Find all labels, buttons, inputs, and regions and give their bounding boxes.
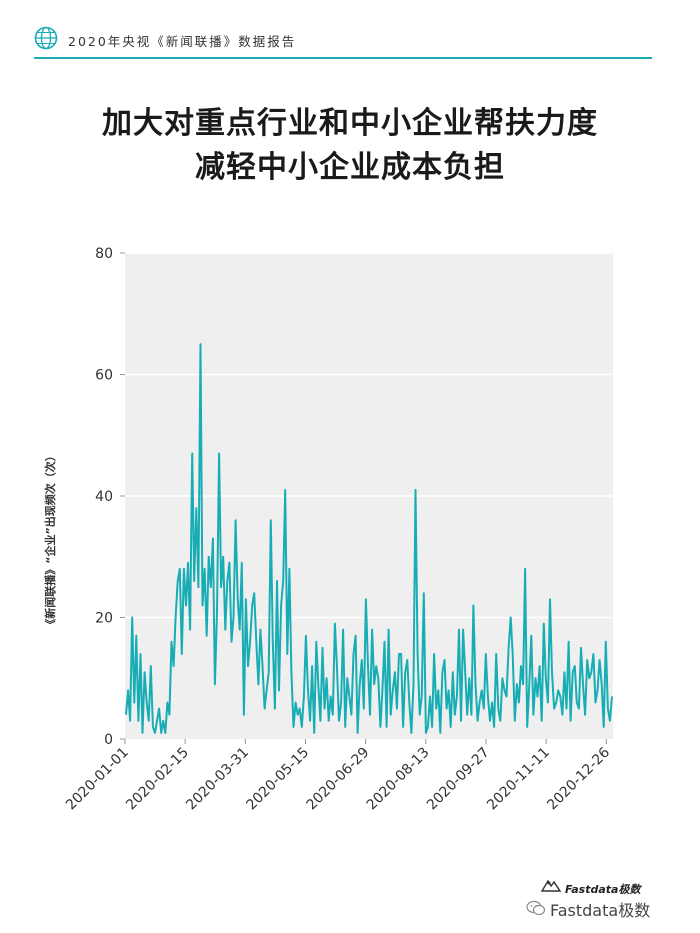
- y-axis-ticks: 0 20 40 60 80: [95, 246, 125, 748]
- y-tick-label: 40: [95, 489, 113, 505]
- x-tick-label: 2020-02-15: [123, 745, 192, 814]
- x-tick-label: 2020-08-13: [364, 745, 433, 814]
- wechat-icon: [526, 900, 546, 916]
- y-tick-label: 60: [95, 368, 113, 384]
- line-chart: 0 20 40 60 80 2020-01-012020-02-152020-03-31…: [43, 246, 613, 813]
- header-divider: [34, 57, 652, 59]
- y-tick-label: 20: [95, 611, 113, 627]
- x-tick-label: 2020-11-11: [484, 745, 553, 814]
- report-header: 2020年央视《新闻联播》数据报告: [34, 22, 652, 59]
- globe-icon: [34, 26, 58, 50]
- main-title-line1: 加大对重点行业和中小企业帮扶力度: [102, 106, 598, 141]
- main-title-line2: 减轻中小企业成本负担: [195, 150, 505, 185]
- x-tick-label: 2020-05-15: [243, 745, 312, 814]
- x-tick-label: 2020-12-26: [544, 744, 613, 813]
- x-tick-label: 2020-09-27: [424, 745, 493, 814]
- x-tick-label: 2020-01-01: [63, 745, 132, 814]
- brand-name: Fastdata极数: [565, 883, 641, 896]
- y-tick-label: 80: [95, 246, 113, 262]
- x-tick-label: 2020-03-31: [183, 745, 252, 814]
- report-title: 2020年央视《新闻联播》数据报告: [68, 34, 297, 49]
- series-line: [125, 343, 613, 734]
- fastdata-logo-icon: [541, 879, 561, 892]
- wechat-account-name: Fastdata极数: [550, 901, 651, 920]
- y-tick-label: 0: [104, 732, 113, 748]
- x-axis-ticks: 2020-01-012020-02-152020-03-312020-05-15…: [63, 739, 613, 813]
- x-tick-label: 2020-06-29: [304, 745, 373, 814]
- y-axis-label: 《新闻联播》“企业”出现频次（次）: [43, 450, 57, 629]
